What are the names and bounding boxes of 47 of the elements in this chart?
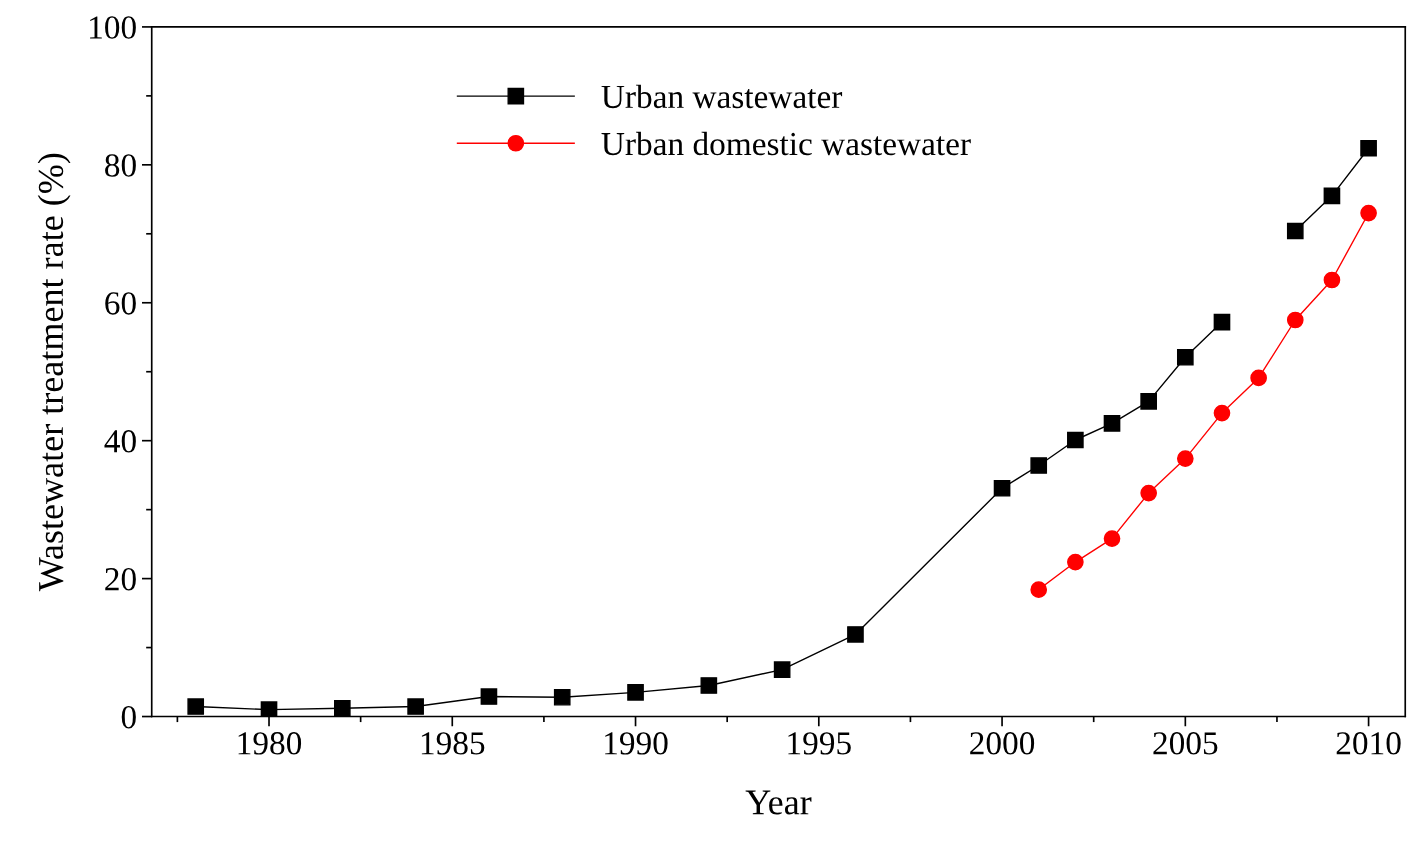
y-tick-label: 80 <box>105 154 136 177</box>
x-tick-label: 1990 <box>605 732 668 755</box>
x-tick-label: 2005 <box>1153 732 1218 755</box>
y-tick-label: 0 <box>121 705 136 729</box>
point <box>993 479 1011 497</box>
y-tick-label: 20 <box>105 568 136 591</box>
point <box>480 688 498 705</box>
x-tick-label: 1995 <box>788 732 851 755</box>
point <box>1140 484 1158 502</box>
legend-label: Urban domestic wastewater <box>601 131 971 156</box>
point <box>553 688 571 706</box>
point <box>1103 415 1121 432</box>
y-axis-title: Wastewater treatment rate (%) <box>37 153 71 592</box>
point <box>1213 313 1231 331</box>
point <box>260 701 278 717</box>
x-tick-label: 2000 <box>970 732 1035 755</box>
point <box>1323 187 1341 205</box>
legend-label: Urban wastewater <box>601 84 843 109</box>
x-tick-label: 1985 <box>421 732 485 755</box>
point <box>773 661 791 678</box>
point <box>847 626 864 643</box>
point <box>1176 348 1194 366</box>
point <box>1360 139 1377 157</box>
y-tick-label: 60 <box>105 292 136 315</box>
x-tick-label: 1980 <box>238 732 302 755</box>
point <box>1030 581 1048 598</box>
point <box>1250 369 1267 387</box>
y-tick-label: 100 <box>90 16 136 39</box>
point <box>1176 450 1194 467</box>
point <box>407 698 424 715</box>
point <box>1103 530 1121 547</box>
point <box>1286 222 1304 240</box>
x-tick-label: 2010 <box>1336 732 1401 755</box>
point <box>1286 311 1304 329</box>
point <box>700 677 718 694</box>
point <box>1140 393 1158 410</box>
point <box>333 699 351 717</box>
point <box>1323 271 1341 289</box>
point <box>187 698 205 715</box>
point <box>1030 457 1048 474</box>
point <box>1067 553 1084 571</box>
y-tick-label: 40 <box>104 430 136 453</box>
point <box>1067 431 1084 449</box>
x-axis-title: Year <box>745 790 812 815</box>
point <box>627 684 644 701</box>
point <box>1360 204 1377 222</box>
point <box>1213 404 1231 422</box>
